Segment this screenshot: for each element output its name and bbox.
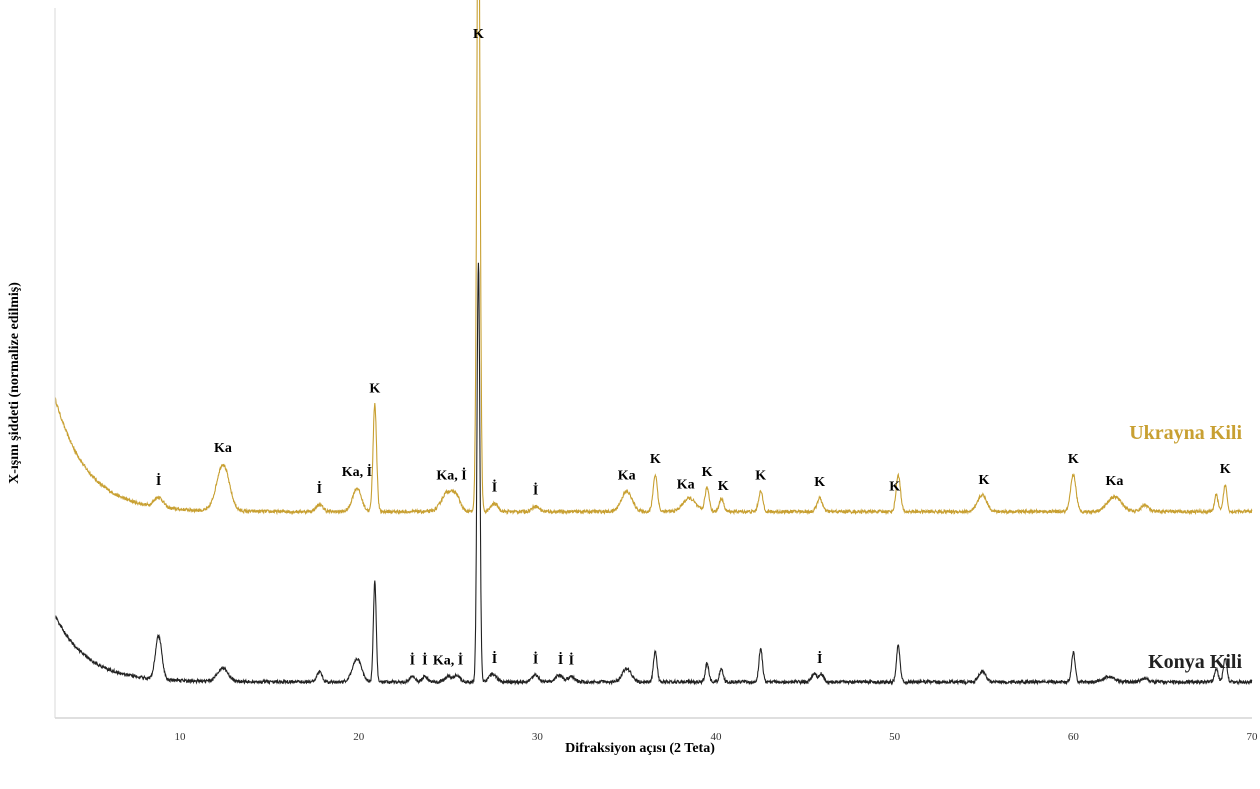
peak-label: İ [156,472,161,489]
x-tick-labels: 10 20 30 40 50 60 70 [175,731,1258,743]
peak-label: Ka, İ [436,466,466,483]
peak-label: K [473,27,484,42]
peak-label: K [814,475,825,490]
peak-label: İ [558,651,563,668]
x-axis-label: Difraksiyon açısı (2 Teta) [565,741,715,756]
x-tick-label: 60 [1068,731,1080,743]
peak-label: Ka [677,477,695,492]
x-tick-label: 70 [1247,731,1259,743]
peak-label: İ [492,479,497,496]
peak-label: Ka [1105,474,1123,489]
peak-label: İ [422,652,427,669]
peak-label: İ [533,650,538,667]
peak-label: K [889,479,900,494]
peak-label: İ [492,650,497,667]
peak-label: K [1220,462,1231,477]
peak-label: İ [817,650,822,667]
peak-label: K [755,469,766,484]
series-line-0 [54,0,1253,516]
x-tick-label: 20 [353,731,365,743]
peak-label: K [650,452,661,467]
x-tick-label: 10 [175,731,187,743]
x-tick-label: 30 [532,731,544,743]
peak-label: K [718,479,729,494]
peak-label: K [1068,452,1079,467]
peak-label: Ka [618,469,636,484]
peak-label: Ka, İ [342,463,372,480]
peak-label: Ka, İ [433,652,463,669]
peak-label: K [702,465,713,480]
x-tick-label: 50 [889,731,901,743]
series-label-ukrayna-kili: Ukrayna Kili [1129,422,1242,444]
peak-label: K [979,473,990,488]
series-line-1 [54,262,1253,686]
series-label-konya-kili: Konya Kili [1148,651,1242,673]
y-axis-label: X-ışını şiddeti (normalize edilmiş) [7,282,22,484]
peak-label: İ [410,652,415,669]
peak-label: İ [317,480,322,497]
x-tick-label: 40 [711,731,723,743]
peak-label: K [369,382,380,397]
peak-label: İ [569,652,574,669]
peak-label: Ka [214,441,232,456]
peak-label: İ [533,481,538,498]
